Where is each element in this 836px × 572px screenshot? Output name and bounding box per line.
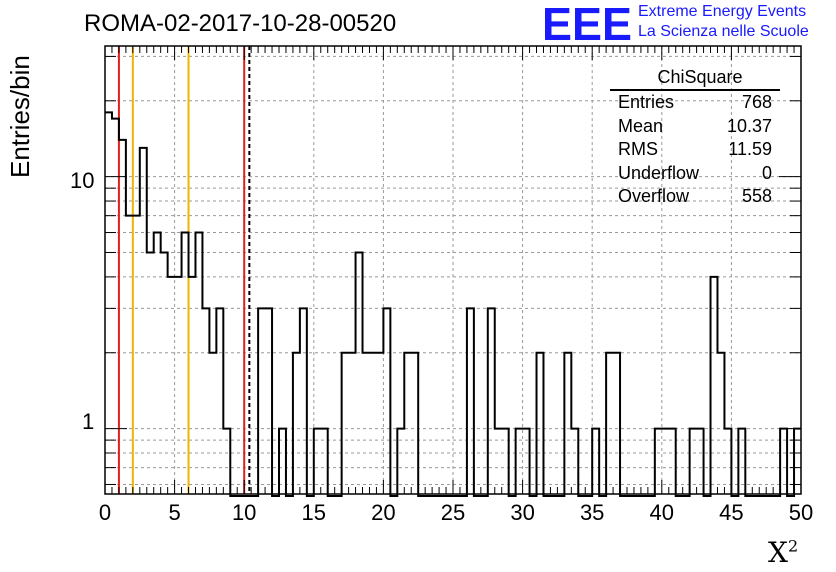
stats-value: 10.37 xyxy=(726,115,772,136)
x-tick-label: 10 xyxy=(231,500,257,525)
stats-value: 558 xyxy=(741,186,772,207)
stats-label: Underflow xyxy=(618,162,700,183)
x-axis-label: X2 xyxy=(768,536,798,569)
stats-value: 0 xyxy=(761,162,772,183)
stats-row: RMS 11.59 xyxy=(610,138,780,162)
eee-logo: EEE xyxy=(542,2,632,44)
stats-header: ChiSquare xyxy=(610,67,780,91)
logo-tagline-2: La Scienza nelle Scuole xyxy=(638,23,809,40)
stats-row: Mean 10.37 xyxy=(610,115,780,139)
x-tick-label: 30 xyxy=(510,500,535,525)
stats-value: 768 xyxy=(741,92,772,112)
y-tick-label: 10 xyxy=(70,168,95,193)
x-tick-label: 25 xyxy=(440,500,466,525)
histogram-series xyxy=(105,111,801,497)
x-tick-label: 5 xyxy=(168,500,181,525)
stats-row: Entries 768 xyxy=(610,91,780,115)
x-tick-label: 40 xyxy=(649,500,675,525)
x-axis-label-base: X xyxy=(768,536,788,569)
histogram-line xyxy=(105,111,801,497)
stats-row: Underflow 0 xyxy=(610,162,780,186)
x-tick-label: 50 xyxy=(788,500,814,525)
stats-row: Overflow 558 xyxy=(610,185,780,209)
x-tick-label: 20 xyxy=(371,500,396,525)
stats-label: Mean xyxy=(618,115,664,136)
marker-lines xyxy=(117,46,251,494)
x-tick-label: 0 xyxy=(98,500,112,525)
x-tick-label: 15 xyxy=(301,500,327,525)
stats-box: ChiSquare Entries 768 Mean 10.37 RMS 11.59 … xyxy=(610,67,780,209)
y-tick-label: 1 xyxy=(82,409,95,434)
eee-logo-letters: EEE xyxy=(542,2,632,44)
x-tick-label: 45 xyxy=(719,500,744,525)
x-tick-label: 35 xyxy=(579,500,605,525)
chart-title: ROMA-02-2017-10-28-00520 xyxy=(84,10,397,37)
stats-label: Entries xyxy=(618,92,675,112)
plot-frame xyxy=(104,45,802,495)
stats-value: 11.59 xyxy=(728,139,772,160)
stats-label: Overflow xyxy=(618,186,690,207)
x-axis-label-sup: 2 xyxy=(787,536,799,556)
logo-tagline-1: Extreme Energy Events xyxy=(638,3,807,20)
y-axis-label: Entries/bin xyxy=(5,55,35,178)
grid xyxy=(105,46,801,494)
stats-label: RMS xyxy=(618,139,658,160)
